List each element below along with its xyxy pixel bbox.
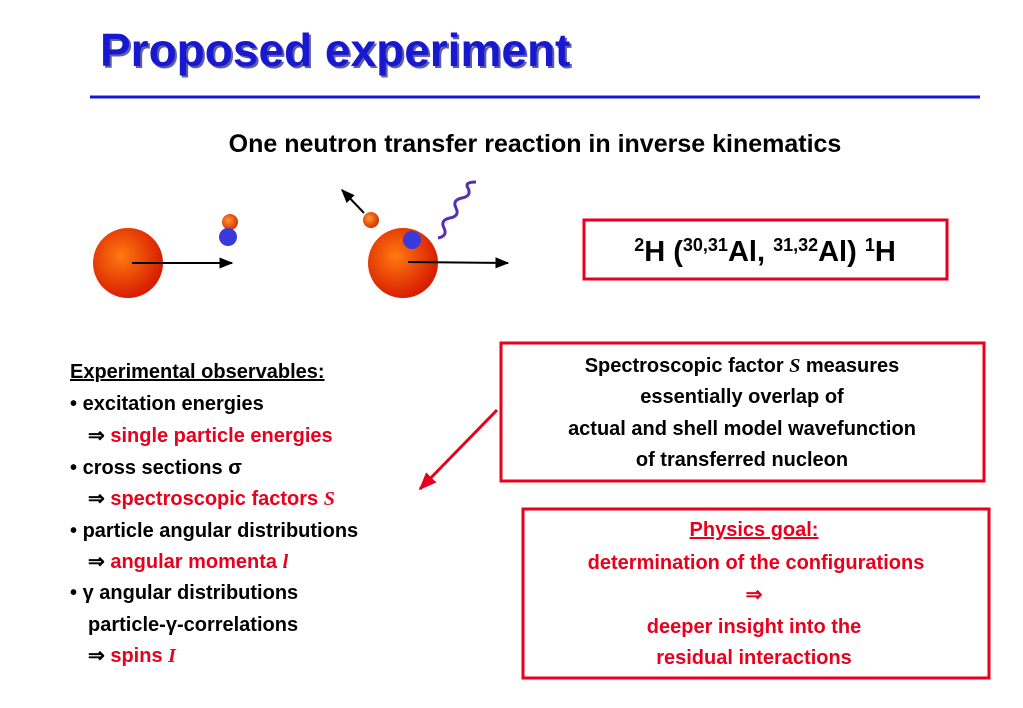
svg-text:particle-γ-correlations: particle-γ-correlations (88, 614, 298, 636)
text-part: Al, (728, 236, 773, 268)
text-part: particle angular distributions (83, 520, 359, 542)
text-part: σ (228, 457, 242, 479)
text-part: cross sections (83, 457, 223, 479)
svg-text:• excitation energies: • excitation energies (70, 393, 264, 415)
reaction-diagram (93, 180, 510, 298)
text-part: actual and shell model wavefunction (568, 418, 916, 440)
spectroscopic-text: Spectroscopic factor S measures essentia… (568, 355, 916, 471)
text-part: single particle energies (110, 425, 332, 447)
text-part: I (167, 645, 177, 667)
text-part: 2 (634, 235, 644, 255)
text-part: Physics goal: (690, 519, 819, 541)
text-part: ⇒ (88, 425, 105, 447)
subtitle: One neutron transfer reaction in inverse… (229, 130, 842, 158)
text-part: • (70, 393, 77, 415)
text-part: determination of the configurations (588, 552, 925, 574)
text-part: S (324, 488, 335, 510)
text-part: Al) (818, 236, 865, 268)
svg-text:• cross sections σ: • cross sections σ (70, 457, 242, 479)
text-part: angular momenta (110, 551, 278, 573)
text-part: • (70, 520, 77, 542)
svg-text:Spectroscopic factor S measure: Spectroscopic factor S measures (585, 355, 900, 377)
text-part: l (283, 551, 289, 573)
text-part: γ (83, 582, 95, 604)
reaction-box (582, 218, 949, 281)
text-part: ⇒ (88, 645, 105, 667)
physics-goal-text: Physics goal: determination of the confi… (588, 519, 925, 669)
text-part: ⇒ (88, 488, 105, 510)
text-part: Spectroscopic factor (585, 355, 784, 377)
text-part: γ (166, 614, 178, 636)
text-part: measures (806, 355, 899, 377)
text-part: • (70, 582, 77, 604)
text-part: H ( (644, 236, 683, 268)
reaction: 2H (30,31Al, 31,32Al) 1H (634, 235, 896, 268)
title-shadow: Proposed experiment (102, 26, 572, 78)
text-part: excitation energies (83, 393, 264, 415)
text-part: 31,32 (773, 235, 818, 255)
text-part: 1 (865, 235, 875, 255)
pointer-arrow (418, 408, 499, 491)
svg-text:⇒ spins I: ⇒ spins I (88, 645, 177, 667)
text-part: H (875, 236, 896, 268)
text-part: angular distributions (99, 582, 298, 604)
text-part: -correlations (177, 614, 298, 636)
spectroscopic-box (499, 341, 986, 483)
text-part: Experimental observables: (70, 361, 325, 383)
text-part: ⇒ (746, 584, 763, 606)
title: Proposed experiment (100, 24, 570, 76)
text-part: of transferred nucleon (636, 449, 848, 471)
text-part: essentially overlap of (640, 386, 844, 408)
text-part: residual interactions (656, 647, 852, 669)
text-part: spectroscopic factors (110, 488, 318, 510)
text-part: S (789, 355, 800, 377)
text-part: 30,31 (683, 235, 728, 255)
text-part: spins (110, 645, 162, 667)
observables: Experimental observables: • excitation e… (70, 361, 358, 667)
physics-goal-box (521, 507, 991, 680)
text-part: ⇒ (88, 551, 105, 573)
svg-text:• γ angular distributions: • γ angular distributions (70, 582, 298, 604)
text-part: deeper insight into the (647, 616, 861, 638)
text-part: particle- (88, 614, 166, 636)
svg-text:⇒ single particle energies: ⇒ single particle energies (88, 425, 333, 447)
svg-text:⇒ spectroscopic factors S: ⇒ spectroscopic factors S (88, 488, 335, 510)
svg-text:• particle angular distributio: • particle angular distributions (70, 520, 358, 542)
svg-text:⇒ angular momenta l: ⇒ angular momenta l (88, 551, 289, 573)
text-part: • (70, 457, 77, 479)
